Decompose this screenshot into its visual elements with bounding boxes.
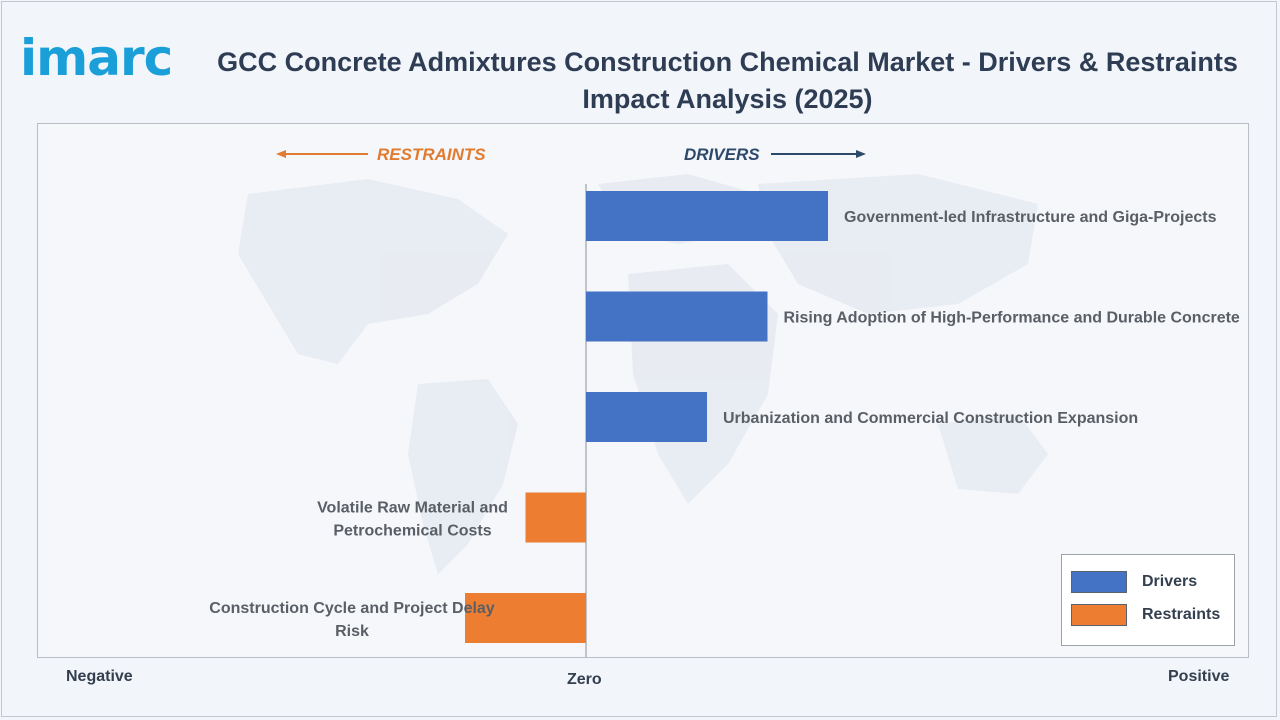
axis-label-positive: Positive	[1168, 668, 1230, 685]
drivers-arrow-head	[856, 150, 866, 158]
bar-0	[586, 191, 828, 241]
direction-headings: RESTRAINTS DRIVERS	[276, 145, 866, 164]
legend-label-drivers: Drivers	[1142, 573, 1198, 590]
bar-label-0: Government-led Infrastructure and Giga-P…	[844, 209, 1217, 226]
bar-label-3: Volatile Raw Material and Petrochemical C…	[317, 500, 508, 540]
axis-label-negative: Negative	[66, 668, 133, 685]
bar-2	[586, 392, 707, 442]
bar-3	[525, 492, 586, 543]
chart-svg: RESTRAINTS DRIVERS Government-led Infrast…	[209, 145, 1240, 657]
bar-layer	[465, 191, 828, 643]
svg-text:imarc: imarc	[20, 29, 172, 87]
restraints-arrow-head	[276, 150, 286, 158]
legend-swatch-drivers	[1071, 571, 1127, 593]
bar-1	[586, 291, 768, 342]
legend-item-restraints: Restraints	[1071, 603, 1220, 627]
axis-label-zero: Zero	[567, 671, 602, 688]
bar-4	[465, 593, 586, 643]
bar-label-1: Rising Adoption of High-Performance and …	[784, 310, 1240, 327]
imarc-logo: imarc	[20, 29, 173, 87]
restraints-heading: RESTRAINTS	[377, 145, 486, 164]
bar-label-2: Urbanization and Commercial Construction…	[723, 410, 1138, 427]
legend-item-drivers: Drivers	[1071, 570, 1197, 594]
legend-swatch-restraints	[1071, 604, 1127, 626]
drivers-heading: DRIVERS	[684, 145, 760, 164]
bar-label-4: Construction Cycle and Project Delay Risk	[209, 600, 495, 640]
legend: Drivers Restraints	[1061, 554, 1235, 646]
legend-label-restraints: Restraints	[1142, 606, 1221, 623]
plot-area: RESTRAINTS DRIVERS Government-led Infrast…	[37, 123, 1249, 658]
bar-label-layer: Government-led Infrastructure and Giga-P…	[209, 209, 1240, 640]
chart-title: GCC Concrete Admixtures Construction Che…	[217, 47, 1238, 114]
